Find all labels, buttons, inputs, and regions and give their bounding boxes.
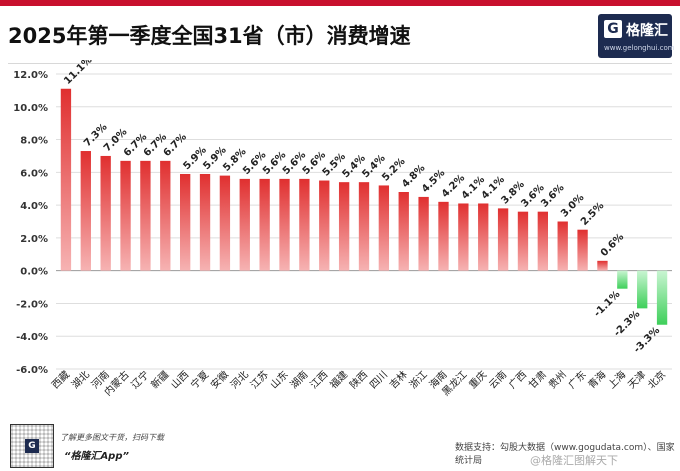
- qr-code[interactable]: G: [10, 424, 54, 468]
- y-tick-label: -2.0%: [16, 299, 48, 310]
- x-tick-label: 湖北: [69, 369, 92, 392]
- x-tick-label: 上海: [605, 368, 628, 391]
- x-tick-label: 山东: [267, 368, 290, 391]
- y-tick-label: 10.0%: [13, 103, 48, 114]
- bar: [557, 221, 568, 271]
- y-tick-label: 6.0%: [20, 168, 48, 179]
- data-label: 3.6%: [539, 182, 566, 209]
- bar: [358, 182, 370, 271]
- bar: [140, 160, 151, 271]
- chart-title: 2025年第一季度全国31省（市）消费增速: [8, 24, 411, 48]
- title-divider: [8, 63, 672, 64]
- x-tick-label: 青海: [585, 368, 608, 391]
- x-tick-label: 山西: [169, 369, 192, 392]
- bar: [497, 208, 509, 271]
- bar: [577, 229, 588, 271]
- bar: [418, 196, 429, 271]
- bar-chart: 12.0% 10.0% 8.0% 6.0% 4.0% 2.0% 0.0% -2.0% -4.0%…: [13, 60, 672, 398]
- app-name: “格隆汇App”: [64, 451, 129, 462]
- bar: [319, 180, 330, 271]
- bar: [120, 160, 131, 271]
- x-tick-label: 云南: [486, 368, 509, 391]
- bar: [279, 178, 290, 271]
- x-tick-label: 广东: [565, 368, 588, 391]
- y-tick-label: -4.0%: [16, 332, 48, 343]
- data-label: 6.7%: [162, 132, 189, 159]
- x-tick-label: 江西: [308, 369, 331, 392]
- bar: [100, 155, 111, 271]
- data-label: -1.1%: [592, 289, 622, 319]
- x-tick-label: 江苏: [247, 368, 270, 391]
- bar: [60, 88, 72, 271]
- bar: [378, 185, 390, 271]
- x-tick-label: 安徽: [208, 368, 231, 391]
- x-tick-label: 重庆: [466, 368, 489, 391]
- data-label: -2.3%: [612, 309, 642, 339]
- top-accent-bar: [0, 0, 680, 6]
- x-tick-label: 宁夏: [188, 368, 211, 391]
- bar: [338, 182, 350, 271]
- bar: [478, 203, 489, 271]
- bar: [637, 270, 648, 309]
- data-label: 11.1%: [62, 60, 94, 87]
- bar: [239, 178, 250, 271]
- x-tick-label: 天津: [626, 369, 649, 392]
- brand-logo: G 格隆汇 www.gelonghui.com: [598, 14, 675, 58]
- bar: [458, 203, 469, 271]
- download-hint: 了解更多图文干货，扫码下载: [60, 433, 164, 442]
- x-tick-label: 辽宁: [128, 368, 151, 391]
- bar: [617, 270, 628, 289]
- x-tick-label: 陕西: [347, 368, 370, 391]
- x-tick-label: 贵州: [545, 368, 568, 391]
- x-tick-label: 福建: [327, 368, 350, 391]
- bar: [199, 173, 211, 271]
- bar: [537, 211, 549, 271]
- bar: [517, 211, 529, 271]
- y-tick-label: 4.0%: [20, 201, 48, 212]
- brand-mark-icon: G: [604, 20, 622, 38]
- x-tick-label: 浙江: [407, 369, 430, 392]
- watermark: @格隆汇图解天下: [530, 454, 618, 467]
- x-tick-label: 广西: [506, 369, 529, 392]
- qr-brand-mark: G: [25, 439, 39, 453]
- data-label: -3.3%: [632, 325, 662, 355]
- x-tick-label: 河北: [228, 369, 251, 392]
- x-tick-label: 四川: [368, 369, 390, 391]
- brand-name: 格隆汇: [626, 23, 668, 39]
- x-tick-label: 甘肃: [526, 368, 549, 391]
- x-tick-label: 新疆: [148, 368, 171, 391]
- x-tick-label: 西藏: [49, 369, 72, 392]
- bar: [398, 192, 409, 271]
- y-tick-label: 0.0%: [20, 267, 48, 278]
- bar: [438, 201, 449, 271]
- data-label: 2.5%: [579, 200, 606, 227]
- brand-url: www.gelonghui.com: [604, 44, 675, 52]
- x-tick-label: 北京: [645, 368, 668, 391]
- bar: [179, 173, 191, 271]
- y-tick-label: 12.0%: [13, 70, 48, 81]
- data-label: 0.6%: [599, 232, 626, 259]
- y-tick-label: -6.0%: [16, 365, 48, 376]
- data-source: 数据支持：勾股大数据（www.gogudata.com）、国家统计局: [455, 443, 675, 466]
- bar: [656, 270, 668, 325]
- y-tick-label: 8.0%: [20, 136, 48, 147]
- y-tick-label: 2.0%: [20, 234, 48, 245]
- bar: [299, 178, 310, 271]
- x-tick-label: 湖南: [287, 368, 310, 391]
- x-tick-label: 吉林: [387, 368, 410, 391]
- bar: [80, 151, 91, 271]
- bar: [259, 178, 270, 271]
- bar: [219, 175, 231, 271]
- bar: [160, 160, 171, 271]
- bar: [597, 260, 608, 271]
